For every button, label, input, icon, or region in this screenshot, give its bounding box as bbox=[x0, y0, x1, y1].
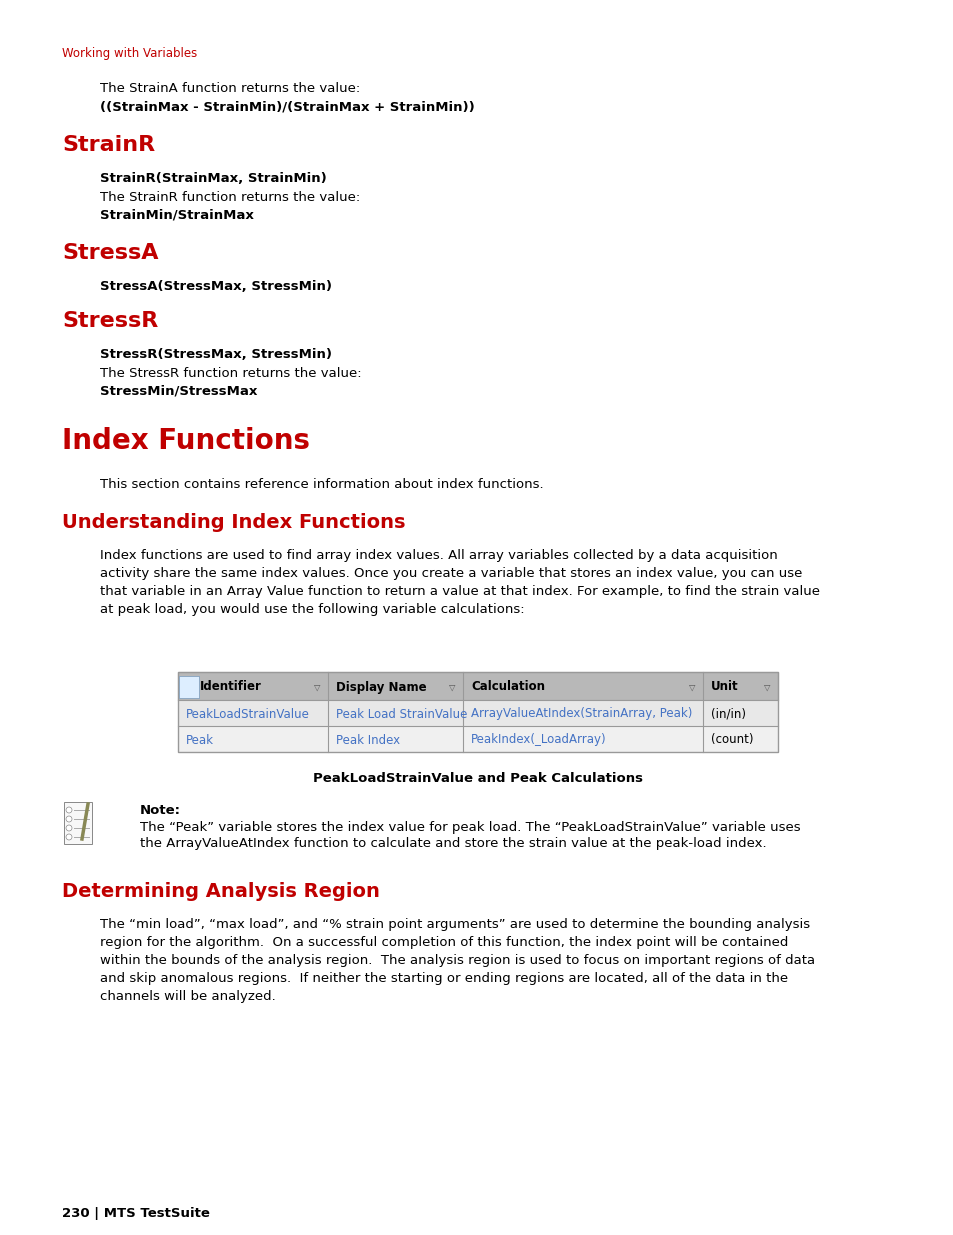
Text: Working with Variables: Working with Variables bbox=[62, 47, 197, 61]
Text: Identifier: Identifier bbox=[200, 680, 262, 694]
FancyBboxPatch shape bbox=[178, 672, 778, 700]
Text: PeakLoadStrainValue and Peak Calculations: PeakLoadStrainValue and Peak Calculation… bbox=[313, 772, 642, 785]
Circle shape bbox=[66, 825, 71, 831]
Text: the ArrayValueAtIndex function to calculate and store the strain value at the pe: the ArrayValueAtIndex function to calcul… bbox=[140, 837, 766, 850]
Text: PeakLoadStrainValue: PeakLoadStrainValue bbox=[186, 708, 310, 720]
Circle shape bbox=[66, 834, 71, 840]
FancyBboxPatch shape bbox=[179, 676, 199, 698]
Text: Note:: Note: bbox=[140, 804, 181, 818]
Text: ▽: ▽ bbox=[449, 683, 455, 692]
FancyBboxPatch shape bbox=[178, 726, 778, 752]
Text: StressR: StressR bbox=[62, 311, 158, 331]
Text: StrainR: StrainR bbox=[62, 135, 155, 156]
Text: This section contains reference information about index functions.: This section contains reference informat… bbox=[100, 478, 543, 492]
Text: Understanding Index Functions: Understanding Index Functions bbox=[62, 513, 405, 532]
Text: 230 | MTS TestSuite: 230 | MTS TestSuite bbox=[62, 1207, 210, 1220]
Text: StressA(StressMax, StressMin): StressA(StressMax, StressMin) bbox=[100, 280, 332, 293]
Text: StressA: StressA bbox=[62, 243, 158, 263]
Text: Determining Analysis Region: Determining Analysis Region bbox=[62, 882, 379, 902]
Text: Peak Index: Peak Index bbox=[335, 734, 399, 746]
Text: ▽: ▽ bbox=[314, 683, 320, 692]
Text: Unit: Unit bbox=[710, 680, 738, 694]
Text: StrainMin/StrainMax: StrainMin/StrainMax bbox=[100, 207, 253, 221]
Text: StrainR(StrainMax, StrainMin): StrainR(StrainMax, StrainMin) bbox=[100, 172, 327, 185]
Text: ▽: ▽ bbox=[763, 683, 770, 692]
Text: The StrainA function returns the value:: The StrainA function returns the value: bbox=[100, 82, 360, 95]
Text: (in/in): (in/in) bbox=[710, 708, 745, 720]
Text: The “Peak” variable stores the index value for peak load. The “PeakLoadStrainVal: The “Peak” variable stores the index val… bbox=[140, 821, 800, 834]
Text: ((StrainMax - StrainMin)/(StrainMax + StrainMin)): ((StrainMax - StrainMin)/(StrainMax + St… bbox=[100, 100, 475, 112]
FancyBboxPatch shape bbox=[64, 802, 91, 844]
FancyBboxPatch shape bbox=[178, 700, 778, 726]
Text: (count): (count) bbox=[710, 734, 753, 746]
Text: ▽: ▽ bbox=[688, 683, 695, 692]
Text: StressR(StressMax, StressMin): StressR(StressMax, StressMin) bbox=[100, 348, 332, 361]
Text: Index Functions: Index Functions bbox=[62, 427, 310, 454]
Text: The “min load”, “max load”, and “% strain point arguments” are used to determine: The “min load”, “max load”, and “% strai… bbox=[100, 918, 814, 1003]
Text: Calculation: Calculation bbox=[471, 680, 544, 694]
Text: The StrainR function returns the value:: The StrainR function returns the value: bbox=[100, 191, 360, 204]
Text: Peak Load StrainValue: Peak Load StrainValue bbox=[335, 708, 467, 720]
Text: The StressR function returns the value:: The StressR function returns the value: bbox=[100, 367, 361, 380]
Text: StressMin/StressMax: StressMin/StressMax bbox=[100, 384, 257, 396]
Text: PeakIndex(_LoadArray): PeakIndex(_LoadArray) bbox=[471, 734, 606, 746]
Text: Index functions are used to find array index values. All array variables collect: Index functions are used to find array i… bbox=[100, 550, 820, 616]
Circle shape bbox=[66, 816, 71, 823]
Circle shape bbox=[66, 806, 71, 813]
Text: ArrayValueAtIndex(StrainArray, Peak): ArrayValueAtIndex(StrainArray, Peak) bbox=[471, 708, 692, 720]
Text: Peak: Peak bbox=[186, 734, 213, 746]
Text: Display Name: Display Name bbox=[335, 680, 426, 694]
